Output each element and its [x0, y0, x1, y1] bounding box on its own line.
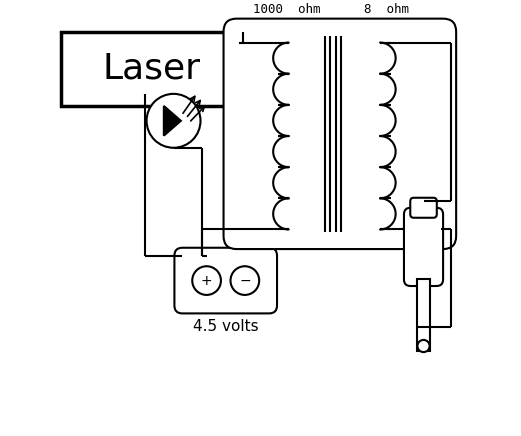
FancyBboxPatch shape: [410, 198, 437, 218]
FancyBboxPatch shape: [175, 248, 277, 313]
Bar: [417, 279, 430, 351]
Text: +: +: [201, 273, 213, 288]
Circle shape: [230, 266, 259, 295]
Text: 8  ohm: 8 ohm: [364, 3, 409, 17]
FancyBboxPatch shape: [404, 208, 443, 286]
Text: 4.5 volts: 4.5 volts: [193, 319, 258, 334]
Text: 1000  ohm: 1000 ohm: [253, 3, 320, 17]
Polygon shape: [164, 106, 181, 136]
Circle shape: [417, 340, 430, 352]
Text: Laser: Laser: [103, 51, 201, 85]
Circle shape: [146, 94, 201, 148]
Circle shape: [192, 266, 221, 295]
Bar: [60, 32, 243, 106]
Text: −: −: [239, 273, 251, 288]
FancyBboxPatch shape: [224, 19, 456, 249]
